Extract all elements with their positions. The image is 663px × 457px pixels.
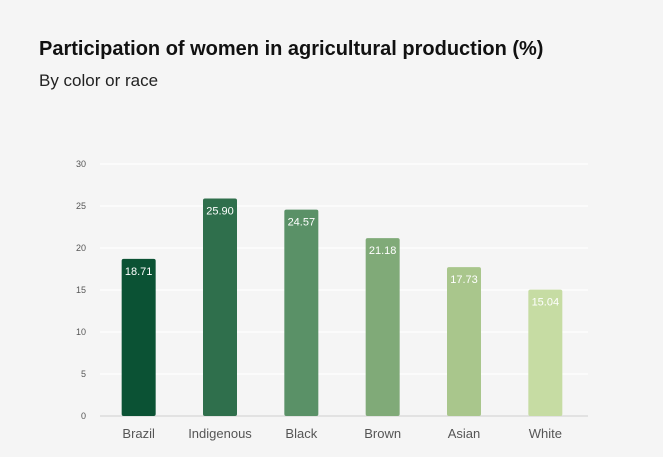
- bar: [284, 209, 319, 416]
- bar: [203, 198, 237, 416]
- chart-subtitle: By color or race: [39, 71, 159, 90]
- x-category-label: Black: [285, 426, 317, 441]
- y-tick-label: 15: [76, 285, 86, 295]
- y-tick-label: 5: [81, 369, 86, 379]
- bar: [121, 258, 156, 416]
- data-label: 17.73: [450, 274, 478, 286]
- y-tick-label: 10: [76, 327, 86, 337]
- data-label: 24.57: [288, 217, 316, 229]
- y-tick-label: 0: [81, 411, 86, 421]
- x-category-label: Brown: [364, 426, 401, 441]
- y-tick-label: 30: [76, 159, 86, 169]
- data-label: 15.04: [532, 297, 560, 309]
- x-category-label: Brazil: [122, 426, 155, 441]
- x-category-label: Asian: [448, 426, 481, 441]
- y-tick-label: 25: [76, 201, 86, 211]
- chart-title: Participation of women in agricultural p…: [39, 38, 544, 60]
- x-category-label: White: [529, 426, 562, 441]
- x-category-label: Indigenous: [188, 426, 252, 441]
- bar: [528, 289, 563, 416]
- bar: [447, 267, 481, 416]
- bar: [365, 238, 400, 416]
- data-label: 21.18: [369, 245, 397, 257]
- y-tick-label: 20: [76, 243, 86, 253]
- data-label: 25.90: [206, 205, 234, 217]
- data-label: 18.71: [125, 266, 153, 278]
